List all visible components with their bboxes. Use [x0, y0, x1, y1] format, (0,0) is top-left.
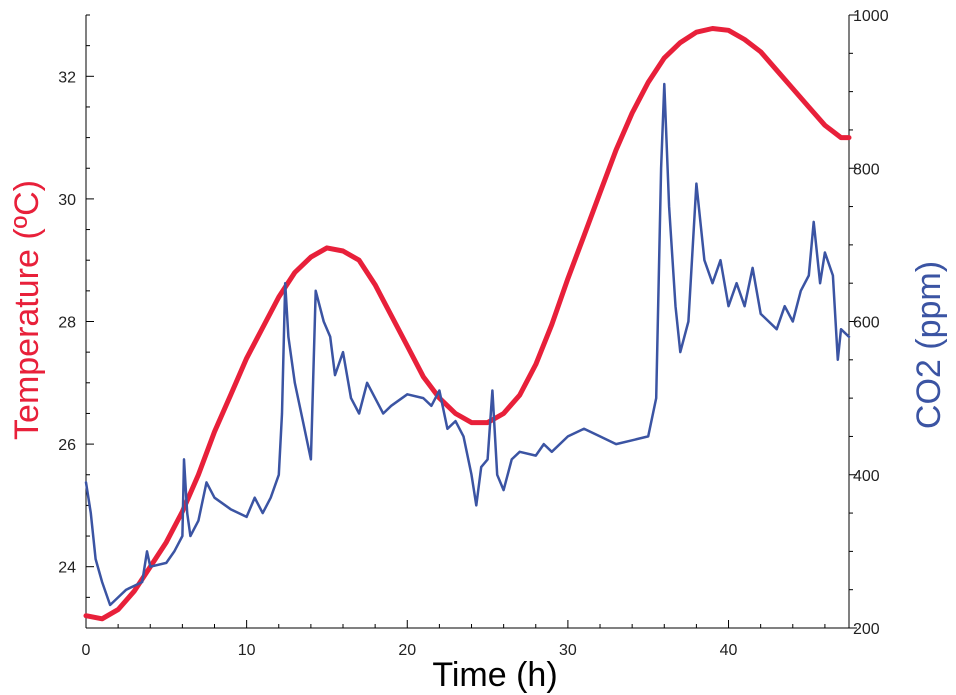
left-y-tick-label: 26: [58, 437, 76, 454]
left-y-tick-label: 24: [58, 560, 76, 577]
series-layer: [83, 26, 852, 622]
right-y-tick-label: 600: [853, 315, 880, 332]
right-y-tick-label: 200: [853, 621, 880, 638]
x-tick-label: 30: [559, 642, 577, 659]
right-y-tick-label: 400: [853, 468, 880, 485]
right-y-axis-title: CO2 (ppm): [910, 261, 948, 429]
x-tick-label: 20: [398, 642, 416, 659]
x-axis-title: Time (h): [432, 656, 557, 694]
left-y-axis-ticks: 24 26 28 30 32: [58, 14, 94, 629]
right-y-tick-label: 800: [853, 161, 880, 178]
co2-series-line: [84, 82, 851, 607]
x-tick-label: 0: [82, 642, 91, 659]
temperature-series-line: [83, 26, 852, 622]
x-tick-label: 10: [238, 642, 256, 659]
right-y-axis-ticks: 200 400 600 800 1000: [849, 8, 889, 638]
left-y-axis-title: Temperature (ºC): [8, 180, 46, 440]
x-tick-label: 40: [720, 642, 738, 659]
left-y-tick-label: 32: [58, 69, 76, 86]
right-y-tick-label: 1000: [853, 8, 889, 25]
left-y-tick-label: 30: [58, 192, 76, 209]
left-y-tick-label: 28: [58, 315, 76, 332]
x-axis-ticks: 0 10 20 30 40: [82, 620, 826, 659]
